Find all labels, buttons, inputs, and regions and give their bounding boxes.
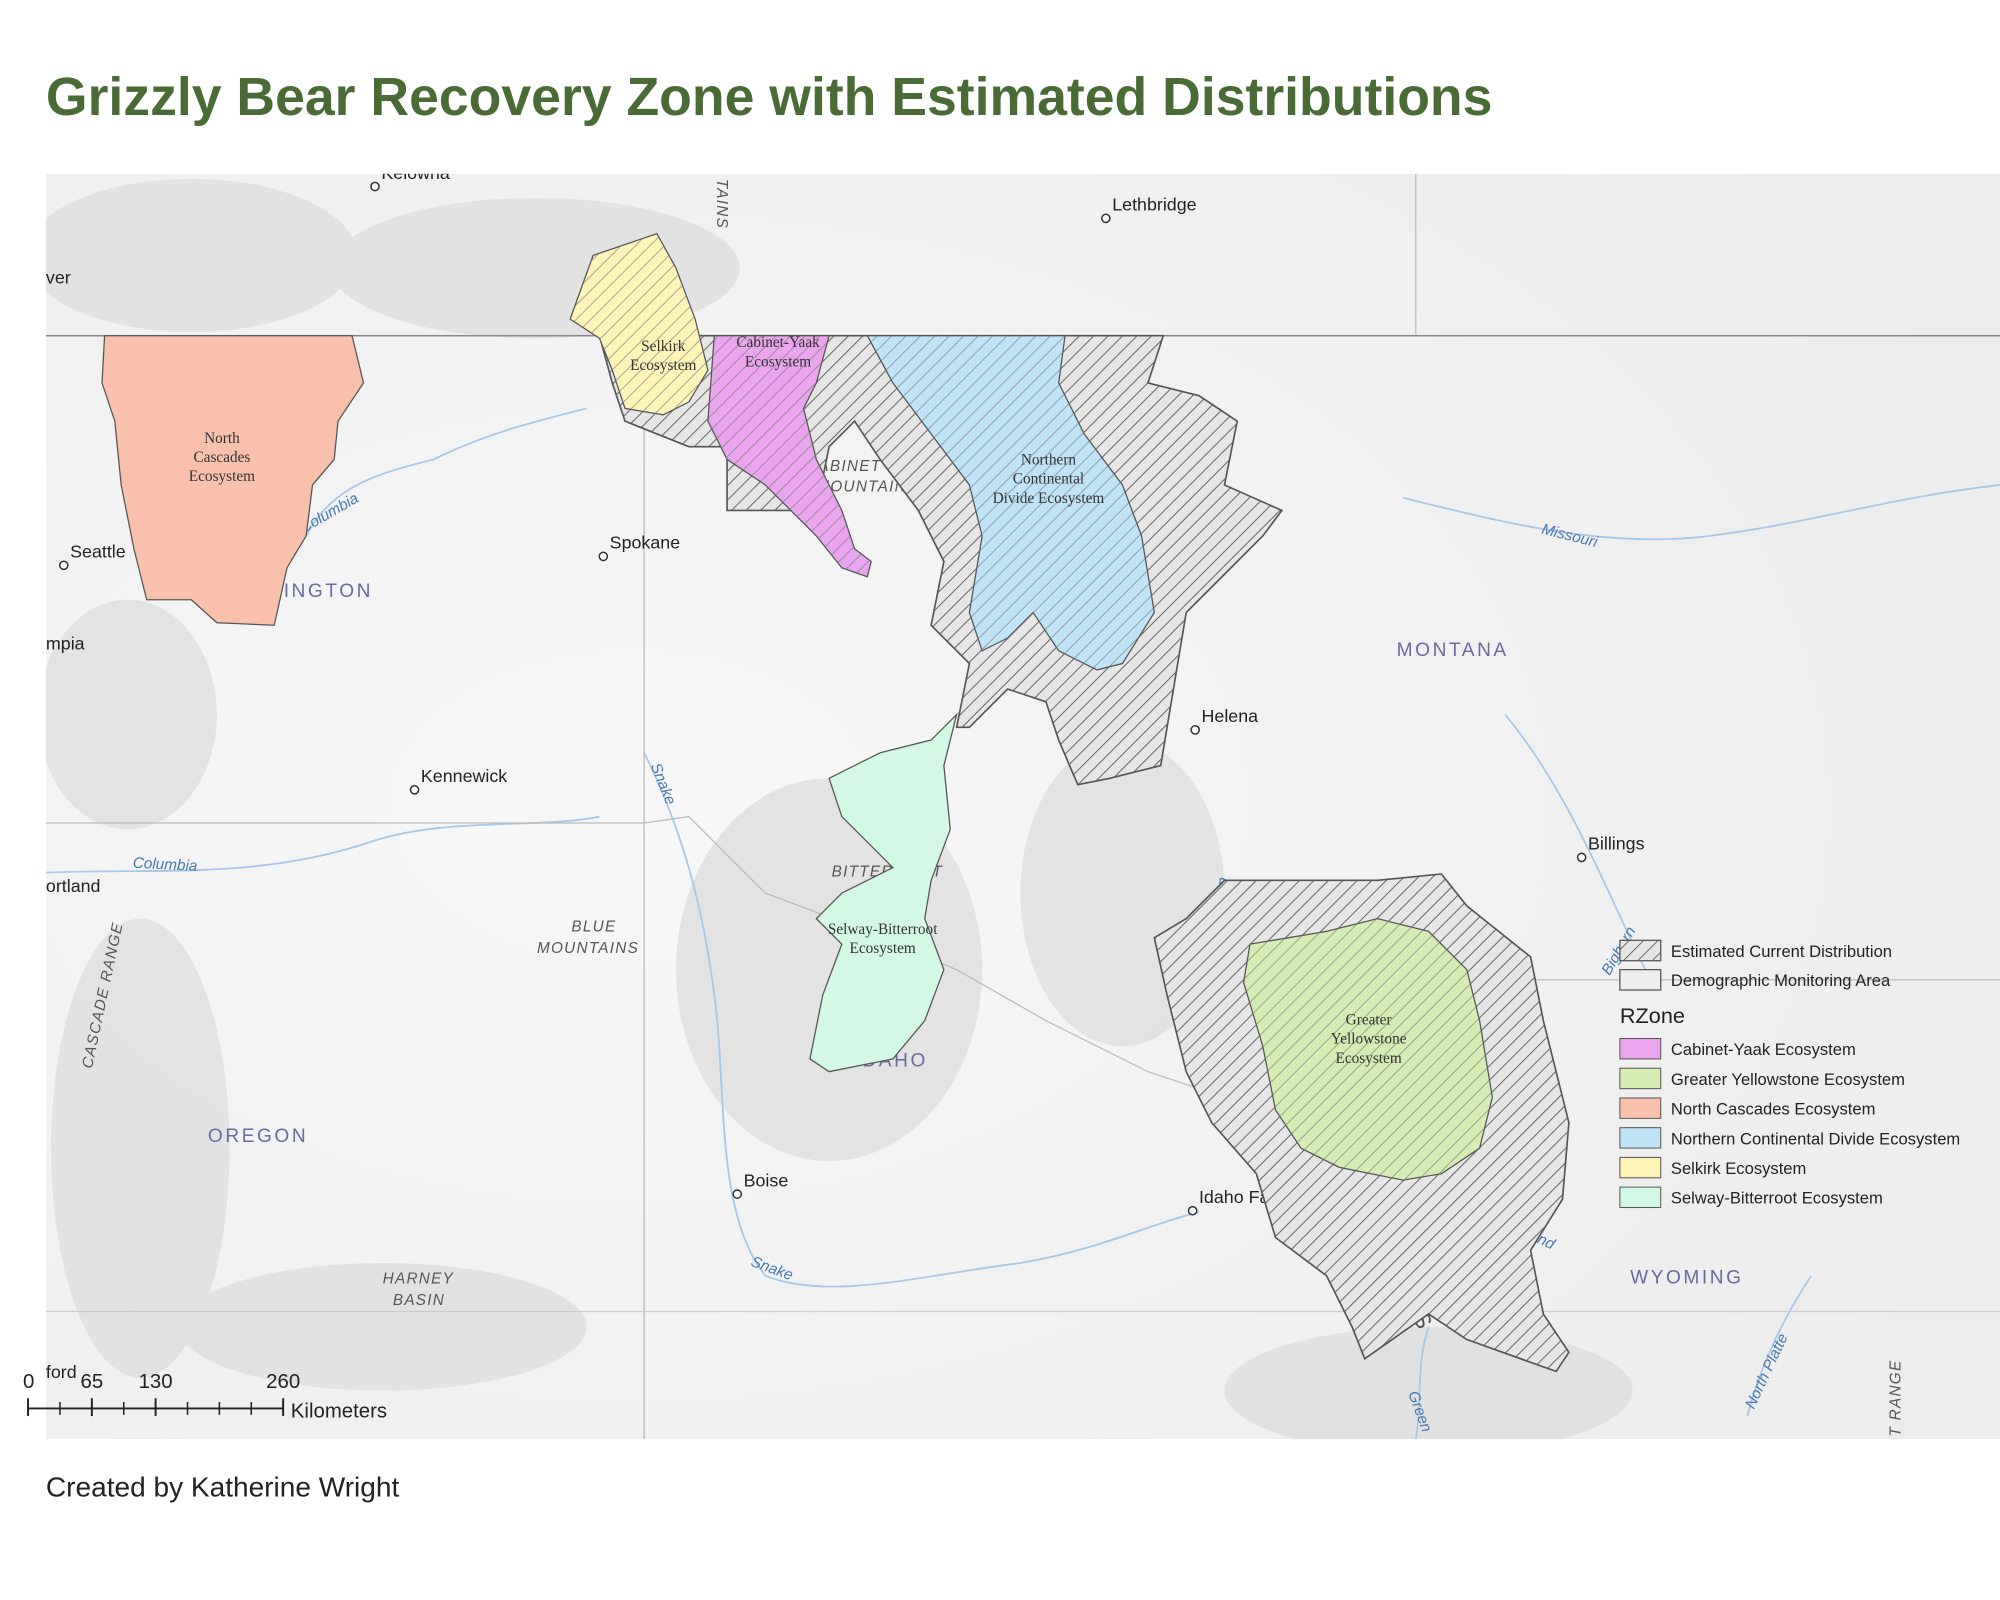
city-label: ford [46, 1362, 77, 1382]
legend-swatch [1619, 1156, 1662, 1179]
legend-label: Selway-Bitterroot Ecosystem [1671, 1189, 1883, 1208]
range-label: MOUNTAINS [537, 940, 639, 957]
ecosystem-label: Ecosystem [630, 357, 696, 374]
ecosystem-label: Ecosystem [850, 940, 916, 957]
state-label: MONTANA [1397, 640, 1509, 661]
ecosystem-label: Selway-Bitterroot [828, 921, 938, 938]
map-area: Kelowna Lethbridge ver Seattle Spokane mpia He… [45, 163, 2000, 1440]
river-label: Columbia [132, 855, 197, 875]
city-label: ver [46, 267, 71, 287]
legend-label: North Cascades Ecosystem [1671, 1100, 1876, 1119]
ecosystem-labels: North Cascades Ecosystem Selkirk Ecosystem Ca… [189, 334, 1407, 1067]
ecosystem-label: Greater [1346, 1011, 1392, 1028]
legend-swatch [1619, 1127, 1662, 1149]
scale-tick-label: 130 [139, 1371, 173, 1393]
range-label: MOUNTAINS [816, 478, 918, 495]
scale-bar: 0 65 130 260 Kilometers [23, 1371, 387, 1422]
range-label: TAINS [713, 179, 730, 229]
ecosystem-label: Yellowstone [1331, 1031, 1407, 1048]
city-label: Kelowna [381, 163, 450, 183]
legend-heading: RZone [1620, 1003, 1685, 1028]
city-label: Kennewick [421, 766, 507, 786]
legend-label: Northern Continental Divide Ecosystem [1671, 1129, 1960, 1148]
northern-continental-divide-hatch [867, 335, 1155, 670]
city-label: Helena [1202, 706, 1259, 726]
legend-swatch [1619, 939, 1662, 962]
ecosystem-label: Ecosystem [189, 468, 255, 485]
north-cascades-zone [101, 335, 365, 626]
ecosystem-label: Ecosystem [745, 353, 811, 370]
legend-label: Estimated Current Distribution [1671, 942, 1892, 961]
city-dot [732, 1189, 743, 1199]
city-label: mpia [46, 633, 85, 653]
legend-swatch [1619, 1097, 1662, 1119]
city-dot [409, 784, 420, 795]
legend-swatch [1619, 1067, 1662, 1090]
range-label: BLUE [571, 918, 616, 935]
selkirk-hatch [570, 233, 708, 415]
scale-tick-label: 65 [80, 1371, 103, 1393]
ecosystem-label: Northern [1021, 452, 1077, 469]
city-dot [1101, 213, 1111, 224]
legend-label: Demographic Monitoring Area [1671, 971, 1891, 990]
ecosystem-label: Divide Ecosystem [993, 490, 1105, 507]
ecosystem-label: Selkirk [641, 338, 686, 355]
ecosystem-label: Cabinet-Yaak [736, 334, 820, 351]
legend-swatch [1619, 969, 1662, 991]
city-label: ortland [46, 876, 101, 896]
legend-swatch [1619, 1038, 1662, 1060]
recovery-zones [101, 232, 1493, 1181]
city-label: Seattle [70, 542, 126, 562]
greater-yellowstone-hatch [1243, 918, 1493, 1181]
city-label: Billings [1588, 834, 1645, 854]
city-dot [58, 560, 69, 571]
cabinet-yaak-hatch [707, 335, 872, 577]
title: Grizzly Bear Recovery Zone with Estimate… [46, 68, 1493, 127]
range-label: BASIN [393, 1292, 445, 1309]
legend-swatch [1619, 1186, 1662, 1209]
ecosystem-label: Continental [1013, 471, 1084, 488]
city-dot [1187, 1205, 1198, 1216]
legend: Estimated Current Distribution Demographi… [1619, 939, 1960, 1209]
legend-label: Greater Yellowstone Ecosystem [1671, 1070, 1905, 1089]
legend-label: Selkirk Ecosystem [1671, 1159, 1806, 1178]
scale-tick-label: 0 [23, 1371, 34, 1393]
city-label: Spokane [610, 533, 681, 553]
city-dot [598, 551, 609, 562]
range-label: HARNEY [383, 1270, 455, 1287]
city-dot [1576, 852, 1587, 863]
city-label: Boise [744, 1170, 789, 1190]
credit: Created by Katherine Wright [46, 1471, 400, 1502]
city-dot [1190, 724, 1200, 735]
rivers [45, 407, 2000, 1440]
ecosystem-label: Ecosystem [1335, 1050, 1401, 1067]
selway-bitterroot-zone [809, 712, 958, 1073]
state-label: OREGON [208, 1126, 308, 1147]
scale-tick-label: 260 [266, 1371, 300, 1393]
ecosystem-label: North [204, 430, 240, 447]
state-label: WYOMING [1630, 1267, 1743, 1288]
city-dot [370, 181, 380, 192]
scale-unit: Kilometers [291, 1400, 387, 1422]
city-label: Lethbridge [1112, 195, 1196, 215]
range-label: T RANGE [1888, 1360, 1905, 1437]
legend-label: Cabinet-Yaak Ecosystem [1671, 1040, 1856, 1059]
ecosystem-label: Cascades [193, 449, 250, 466]
